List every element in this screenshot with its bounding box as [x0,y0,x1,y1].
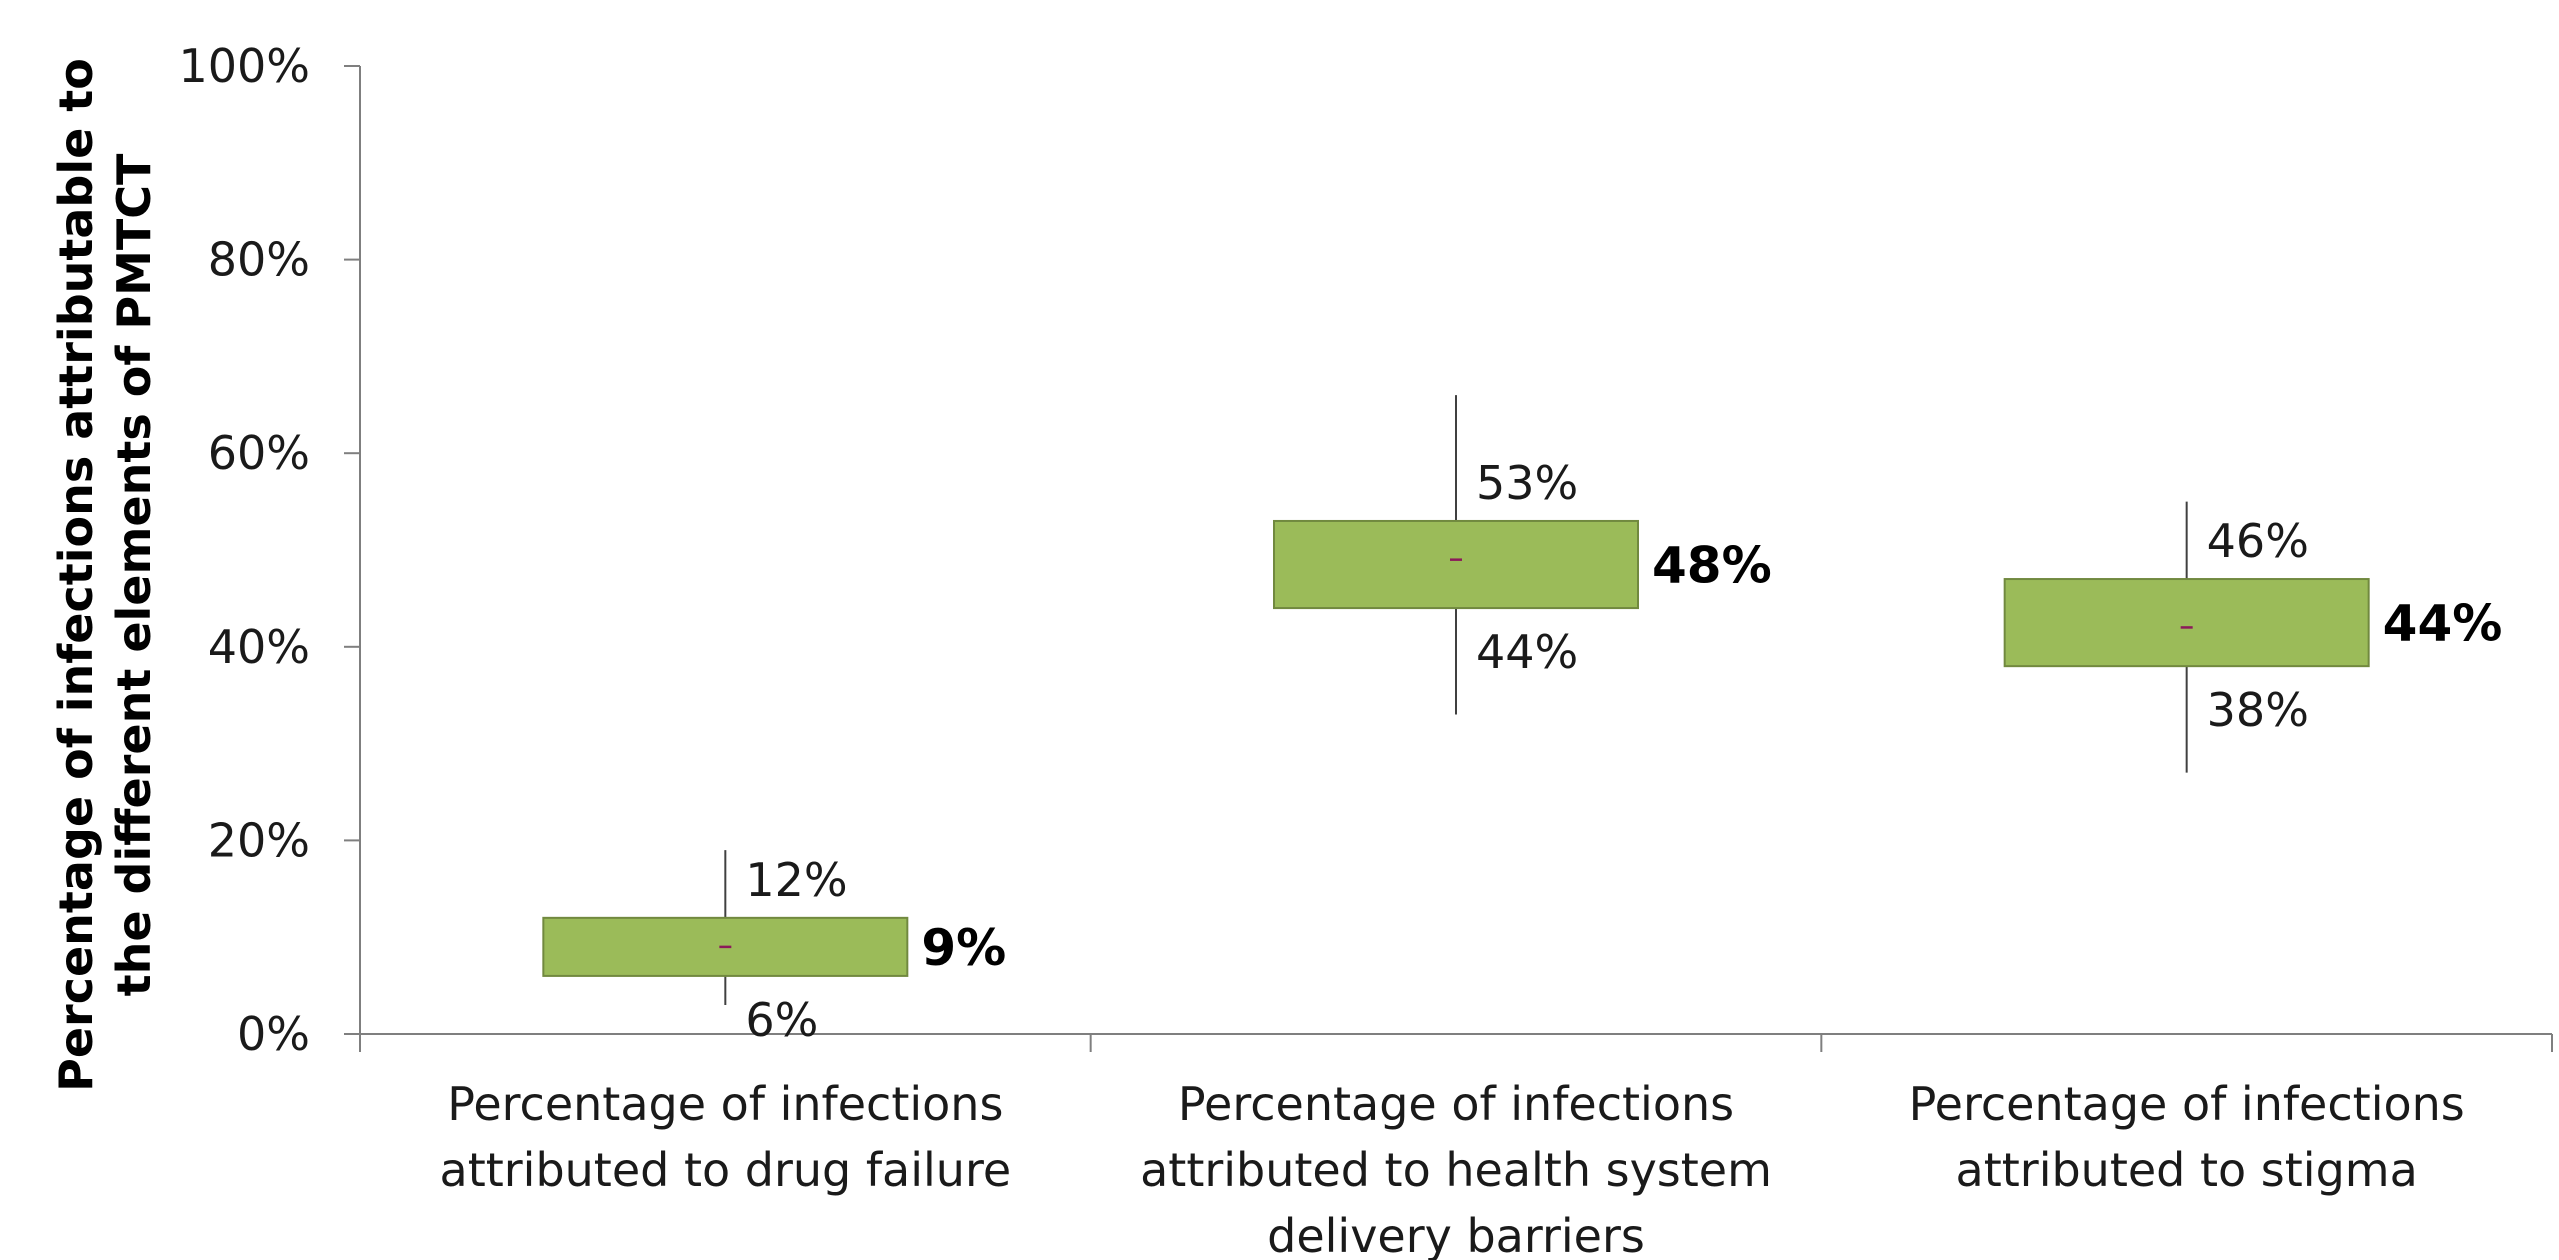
box-high-label: 46% [2207,514,2309,568]
category-label: Percentage of infections [1178,1077,1734,1131]
box-rect [2003,578,2370,668]
category-label: attributed to stigma [1956,1143,2418,1197]
y-tick-label: 0% [237,1007,310,1061]
box-group: 46% 38% 44% [2003,501,2503,773]
category-labels: Percentage of infections attributed to dr… [440,1077,2465,1260]
y-axis-title: Percentage of infections attributable to… [49,58,161,1092]
y-tick-label: 20% [208,813,310,867]
plot-marks: 12% 6% 9% 53% 44% 48% 46% 38% 44% [542,395,2503,1047]
y-tick-label: 60% [208,426,310,480]
y-ticks: 0% 20% 40% 60% 80% 100% [178,39,360,1061]
category-label: Percentage of infections [1909,1077,2465,1131]
box-group: 12% 6% 9% [542,850,1006,1047]
box-group: 53% 44% 48% [1273,395,1772,715]
median-value-label: 9% [921,919,1006,977]
box-rect [1273,519,1639,610]
y-tick-label: 100% [178,39,310,93]
box-high-label: 12% [745,853,847,907]
box-high-label: 53% [1476,456,1578,510]
box-low-label: 38% [2207,683,2309,737]
axes [359,66,2553,1052]
box-low-label: 6% [745,993,818,1047]
box-low-label: 44% [1476,625,1578,679]
category-label: Percentage of infections [447,1077,1003,1131]
category-label: attributed to health system [1140,1143,1772,1197]
category-label: attributed to drug failure [440,1143,1012,1197]
median-value-label: 44% [2383,595,2503,653]
y-tick-label: 40% [208,620,310,674]
y-tick-label: 80% [208,233,310,287]
category-label: delivery barriers [1267,1209,1645,1260]
y-axis-title-line-2: the different elements of PMTCT [107,153,161,996]
y-axis-title-line-1: Percentage of infections attributable to [49,58,103,1092]
median-value-label: 48% [1652,537,1772,595]
